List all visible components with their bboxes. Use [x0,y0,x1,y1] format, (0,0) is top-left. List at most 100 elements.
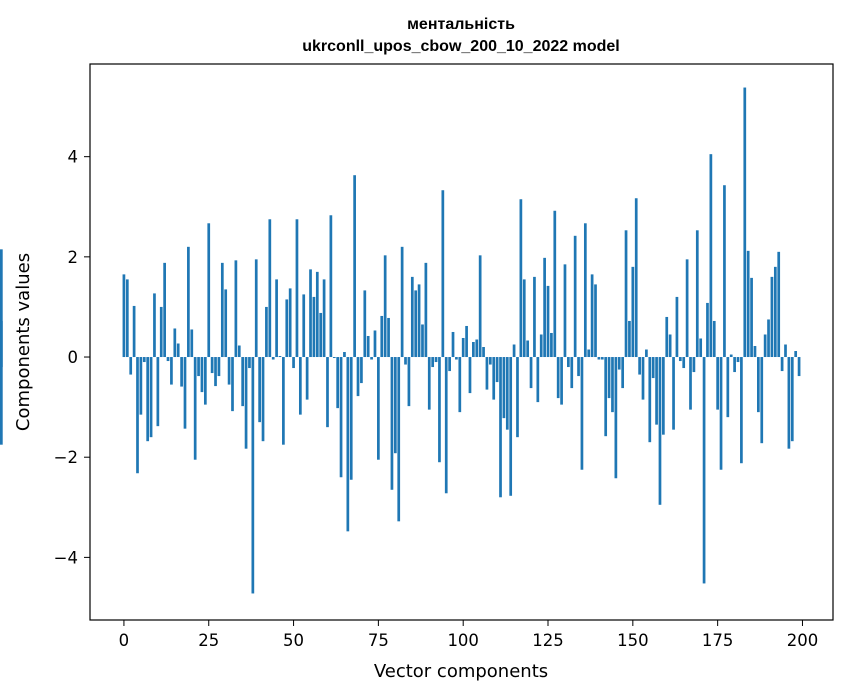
bar-54 [305,357,309,400]
bar-113 [505,357,509,430]
bar-71 [363,290,367,358]
bar-20 [190,329,194,358]
bar-67 [349,357,353,480]
bar-6 [142,357,146,363]
bar-16 [176,343,180,358]
bar-77 [383,255,387,358]
bar-123 [539,334,543,358]
bar-61 [329,215,333,358]
bar-198 [794,351,798,358]
bar-129 [560,357,563,405]
bar-65 [343,352,346,358]
bar-7 [146,357,150,442]
bar-90 [427,357,431,410]
bar-30 [224,289,228,358]
bar-56 [312,296,316,358]
bar-68 [353,175,356,358]
bar-184 [746,250,750,358]
bar-163 [675,296,679,358]
bar-31 [227,357,231,385]
bar-3 [132,305,136,358]
bar-130 [563,264,567,358]
bar-182 [740,357,743,464]
bar-134 [577,357,580,377]
bar-177 [723,185,726,358]
x-tick-label: 200 [787,631,819,650]
bar-154 [645,349,648,358]
bar-191 [770,276,774,358]
bar-13 [166,357,170,362]
bar-92 [434,357,438,363]
bar-132 [570,357,574,389]
bar-95 [444,357,448,494]
bar-27 [214,357,217,387]
bar-85 [410,276,414,358]
bar-88 [421,324,424,358]
bar-undefined [0,320,3,358]
bar-140 [597,357,601,360]
bar-149 [628,320,631,358]
bar-121 [533,276,536,358]
bar-164 [678,357,682,362]
bar-35 [241,357,245,407]
bar-155 [648,357,652,443]
bar-157 [655,357,658,425]
bar-66 [346,357,350,532]
bar-174 [712,320,716,358]
x-tick-label: 25 [198,631,219,650]
bar-84 [407,357,411,407]
plot-frame [89,63,834,621]
bar-186 [753,346,757,358]
bar-28 [217,357,221,377]
bar-51 [295,219,299,358]
bar-116 [516,357,519,438]
bar-143 [607,357,611,399]
bar-152 [638,357,641,375]
bar-97 [451,331,455,358]
bar-79 [390,357,394,490]
bar-176 [719,357,723,470]
bar-33 [234,260,238,358]
bar-148 [624,230,628,358]
y-tick-label: −4 [54,548,78,567]
bar-38 [251,357,255,594]
bar-101 [465,325,468,358]
bar-75 [377,357,380,460]
bar-181 [736,357,740,363]
bar-128 [556,357,560,399]
bar-12 [163,262,166,358]
bar-133 [573,235,577,358]
bar-40 [258,357,261,423]
bar-167 [689,357,692,410]
bar-9 [153,293,156,358]
bar-105 [478,255,482,358]
y-axis-ticks: −4 −2 0 2 4 [54,148,90,567]
bar-41 [261,357,265,442]
bar-15 [173,328,177,358]
bar-135 [580,357,584,470]
bar-22 [197,357,200,377]
bar-136 [583,223,587,358]
bar-144 [611,357,614,413]
bar-158 [658,357,662,505]
bar-50 [292,357,295,369]
bar-195 [784,344,787,358]
bar-197 [790,357,794,442]
bar-147 [621,357,625,389]
bar-44 [271,357,275,360]
bar-146 [617,357,621,370]
bar-81 [397,357,401,522]
bar-98 [455,357,458,360]
bar-1 [125,279,129,358]
bar-178 [726,357,730,418]
bar-138 [590,274,594,358]
bar-173 [709,154,713,358]
bar-62 [332,357,336,359]
x-tick-label: 150 [617,631,649,650]
bar-47 [282,357,285,445]
bar-78 [387,317,390,358]
bar-24 [203,357,207,405]
bar-196 [787,357,791,449]
bar-55 [309,269,312,358]
bar-194 [780,357,784,372]
